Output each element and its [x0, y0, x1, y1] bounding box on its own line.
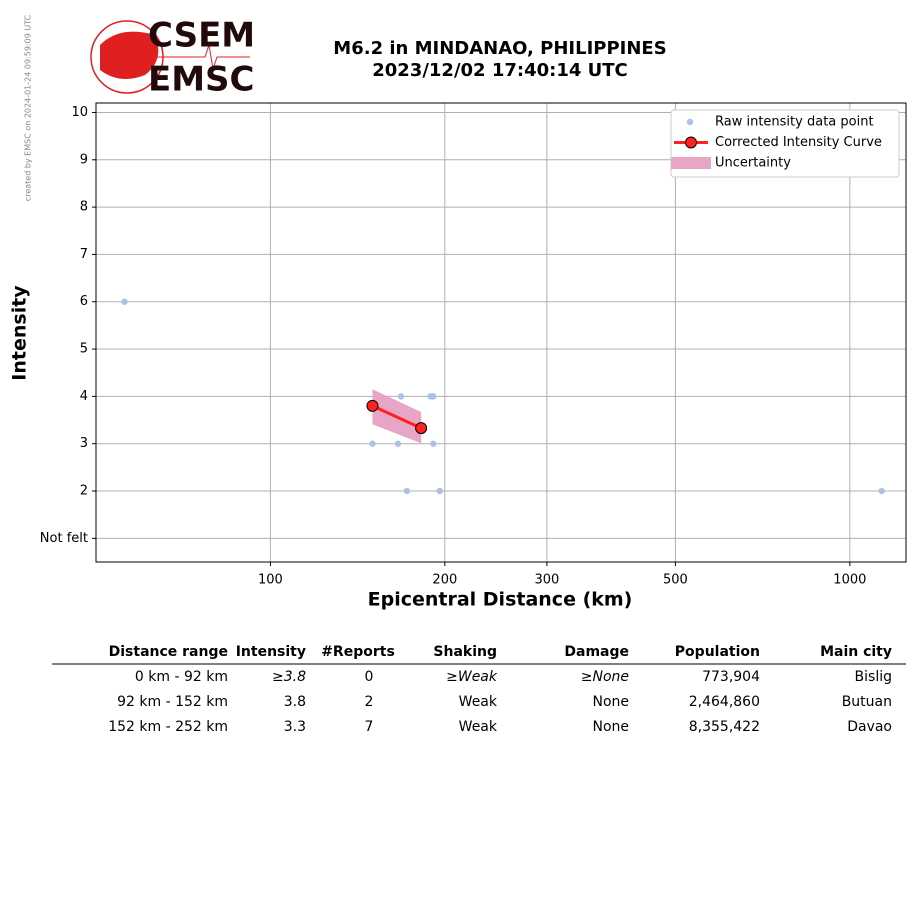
- logo-wave: [155, 44, 250, 70]
- table-header: #Reports: [321, 644, 395, 660]
- table-cell: Weak: [459, 719, 498, 735]
- table-cell: None: [592, 694, 629, 710]
- table-header: Shaking: [433, 644, 497, 660]
- table-cell: 0: [365, 669, 374, 685]
- table-cell: 773,904: [702, 669, 760, 685]
- legend-swatch: [671, 157, 711, 169]
- data-point: [397, 393, 405, 400]
- legend-swatch: [685, 136, 697, 149]
- chart-subtitle: 2023/12/02 17:40:14 UTC: [372, 60, 628, 81]
- x-axis-label: Epicentral Distance (km): [368, 589, 633, 611]
- table-header: Population: [675, 644, 760, 660]
- data-point: [436, 487, 443, 495]
- x-tick-label: 300: [534, 573, 559, 588]
- legend-swatch: [686, 118, 694, 126]
- table-cell: Butuan: [842, 694, 892, 710]
- y-axis-label: Intensity: [9, 285, 31, 381]
- y-tick-label: 8: [80, 200, 88, 215]
- legend-label: Corrected Intensity Curve: [715, 135, 882, 150]
- table-cell: ≥3.8: [272, 669, 306, 685]
- table-cell: 2: [365, 694, 374, 710]
- y-tick-label: 9: [80, 152, 88, 167]
- table-cell: 8,355,422: [689, 719, 760, 735]
- x-tick-label: 200: [432, 573, 457, 588]
- y-tick-label: 6: [80, 294, 88, 309]
- table-cell: 152 km - 252 km: [108, 719, 228, 735]
- data-point: [430, 393, 437, 400]
- logo-top: CSEM: [148, 16, 255, 56]
- table-cell: None: [592, 719, 629, 735]
- logo-map: [100, 31, 159, 80]
- data-point: [369, 440, 376, 447]
- table-cell: 92 km - 152 km: [117, 694, 228, 710]
- table-cell: ≥None: [581, 669, 629, 685]
- table-header: Intensity: [236, 644, 306, 660]
- y-tick-label: 5: [80, 342, 88, 357]
- legend-label: Raw intensity data point: [715, 115, 874, 130]
- y-tick-label: 3: [80, 436, 88, 451]
- y-tick-label: Not felt: [40, 531, 88, 546]
- table-cell: Davao: [847, 719, 892, 735]
- table-cell: 7: [365, 719, 374, 735]
- table-cell: ≥Weak: [446, 669, 498, 685]
- data-point: [878, 487, 885, 495]
- data-point: [430, 440, 437, 447]
- table-cell: Bislig: [855, 669, 892, 685]
- table-header: Main city: [820, 644, 892, 660]
- curve-point: [415, 422, 428, 435]
- table-cell: 2,464,860: [689, 694, 760, 710]
- table-cell: 3.3: [284, 719, 306, 735]
- y-tick-label: 2: [80, 484, 88, 499]
- y-tick-label: 7: [80, 247, 88, 262]
- table-cell: Weak: [459, 694, 498, 710]
- y-tick-label: 4: [80, 389, 88, 404]
- table-cell: 0 km - 92 km: [135, 669, 228, 685]
- y-tick-label: 10: [71, 105, 88, 120]
- data-point: [394, 440, 402, 447]
- table-header: Distance range: [109, 644, 228, 660]
- data-point: [121, 298, 128, 305]
- curve-line: [371, 404, 422, 430]
- x-tick-label: 1000: [833, 573, 866, 588]
- legend-box: [670, 109, 900, 178]
- curve-point: [366, 399, 379, 412]
- x-tick-label: 100: [258, 573, 283, 588]
- x-tick-label: 500: [663, 573, 688, 588]
- data-point: [403, 487, 411, 495]
- chart-title: M6.2 in MINDANAO, PHILIPPINES: [333, 38, 666, 59]
- logo-bottom: EMSC: [148, 60, 255, 100]
- plot-frame: [95, 102, 907, 563]
- credit: created by EMSC on 2024-01-24 09:59:09 U…: [24, 14, 33, 201]
- table-cell: 3.8: [284, 694, 306, 710]
- table-header: Damage: [564, 644, 629, 660]
- legend-label: Uncertainty: [715, 156, 791, 171]
